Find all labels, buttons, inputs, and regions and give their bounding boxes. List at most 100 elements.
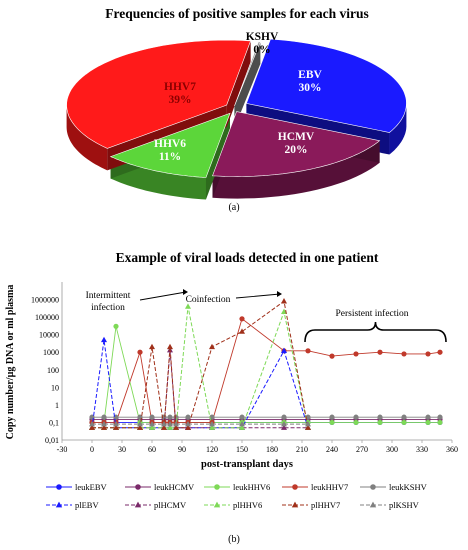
point-plHHV7 [137, 424, 143, 430]
legend-marker [291, 501, 299, 508]
point-leukHHV6 [353, 419, 359, 426]
point-leukKSHV [209, 414, 215, 420]
pie-label-hhv6: HHV6 [154, 138, 186, 150]
pie-slice-wall-hhv7 [226, 40, 251, 128]
annotation-persistent: Persistent infection [335, 308, 408, 319]
point-plKSHV [239, 420, 245, 427]
point-leukHHV7 [401, 351, 407, 357]
series-line-plEBV [91, 339, 309, 429]
point-plKSHV [89, 420, 95, 427]
legend-label-plHHV7: plHHV7 [311, 500, 340, 510]
x-tick-label: 360 [446, 445, 458, 454]
legend-marker [292, 484, 298, 490]
point-plHHV7 [89, 424, 95, 430]
legend-label-plHCMV: plHCMV [154, 500, 187, 510]
point-leukKSHV [437, 414, 443, 420]
point-leukKSHV [425, 414, 431, 420]
legend-marker [213, 501, 221, 508]
pie-value-hhv6: 11% [159, 151, 181, 163]
line-caption: (b) [228, 534, 240, 545]
pie-value-ebv: 30% [299, 82, 322, 94]
pie-label-kshv: KSHV [246, 31, 279, 43]
x-tick-label: 90 [178, 445, 186, 454]
legend-marker [56, 484, 62, 490]
annotation-arrowhead [183, 289, 188, 295]
pie-slice-wall-kshv [234, 41, 261, 129]
series-line-plHHV7 [92, 300, 309, 429]
point-leukHHV6 [401, 419, 407, 426]
series-leukKSHV [89, 414, 443, 420]
point-leukHHV6 [377, 419, 383, 426]
point-leukHHV7 [353, 351, 359, 357]
point-plKSHV [209, 420, 215, 427]
point-leukHHV7 [239, 316, 245, 322]
series-line-plHCMV [92, 350, 308, 429]
point-leukKSHV [167, 414, 173, 420]
y-tick-label: 10000 [39, 331, 59, 340]
pie-slice-hcmv [212, 111, 381, 177]
legend-marker [370, 484, 376, 490]
x-tick-label: 60 [148, 445, 156, 454]
line-chart-axes: -30 0 30 60 90 120 150 180 210 240 270 300 330 360 0,0… [31, 282, 458, 454]
annotation-arrow [235, 293, 281, 299]
point-plKSHV [173, 420, 179, 427]
x-tick-label: 270 [356, 445, 368, 454]
legend-label-plEBV: plEBV [75, 500, 99, 510]
annotation-coinfection: Coinfection [186, 294, 231, 305]
annotation-arrowhead [277, 291, 282, 297]
x-tick-label: 150 [236, 445, 248, 454]
x-tick-label: -30 [57, 445, 68, 454]
x-tick-label: 330 [416, 445, 428, 454]
pie-slice-hhv6 [109, 112, 231, 178]
line-chart-legend: leukEBV leukHCMV leukHHV6 leukHHV7 leukKSHV p… [46, 482, 428, 510]
point-leukKSHV [173, 414, 179, 420]
point-leukHHV6 [437, 419, 443, 426]
point-plHHV7 [173, 424, 179, 430]
line-chart-series [89, 298, 443, 430]
series-plHHV7 [89, 298, 311, 430]
point-leukHHV7 [437, 349, 443, 355]
pie-slice-kshv [234, 41, 261, 107]
point-plKSHV [161, 420, 167, 427]
point-plHHV6 [239, 424, 245, 430]
y-tick-label: 0,01 [45, 436, 59, 445]
point-leukKSHV [281, 414, 287, 420]
y-axis-label: Copy number/µg DNA or ml plasma [5, 285, 16, 440]
legend-label-leukHHV6: leukHHV6 [233, 482, 270, 492]
point-plHHV6 [149, 424, 155, 430]
point-plHHV7 [113, 424, 119, 430]
point-plHHV7 [149, 343, 155, 350]
y-tick-label: 10 [51, 383, 59, 392]
annotation-arrow [139, 291, 187, 301]
point-plKSHV [101, 420, 107, 427]
point-plKSHV [185, 420, 191, 427]
pie-label-ebv: EBV [298, 69, 322, 81]
x-tick-label: 240 [326, 445, 338, 454]
pie-label-hhv7: HHV7 [164, 81, 196, 93]
point-plHHV7 [161, 424, 167, 430]
legend-label-leukHCMV: leukHCMV [154, 482, 195, 492]
x-tick-label: 30 [118, 445, 126, 454]
legend-label-plKSHV: plKSHV [389, 500, 420, 510]
series-line-leukHHV7 [92, 318, 441, 423]
point-plKSHV [167, 420, 173, 427]
point-leukKSHV [401, 414, 407, 420]
series-plHHV6 [89, 303, 311, 430]
y-tick-label: 100 [47, 366, 59, 375]
point-leukHHV7 [305, 348, 311, 354]
point-leukKSHV [149, 414, 155, 420]
pie-slice-hhv7 [66, 39, 252, 149]
point-plHHV7 [239, 328, 245, 334]
point-leukHHV6 [113, 323, 119, 329]
point-plHCMV [281, 424, 287, 430]
point-plHHV7 [209, 343, 215, 350]
persistent-brace [304, 321, 447, 343]
pie-label-hcmv: HCMV [278, 131, 315, 143]
pie-slice-ebv [246, 38, 407, 133]
point-plHHV6 [209, 424, 215, 430]
x-tick-label: 120 [206, 445, 218, 454]
legend-label-leukEBV: leukEBV [75, 482, 107, 492]
point-leukHHV7 [137, 349, 143, 355]
